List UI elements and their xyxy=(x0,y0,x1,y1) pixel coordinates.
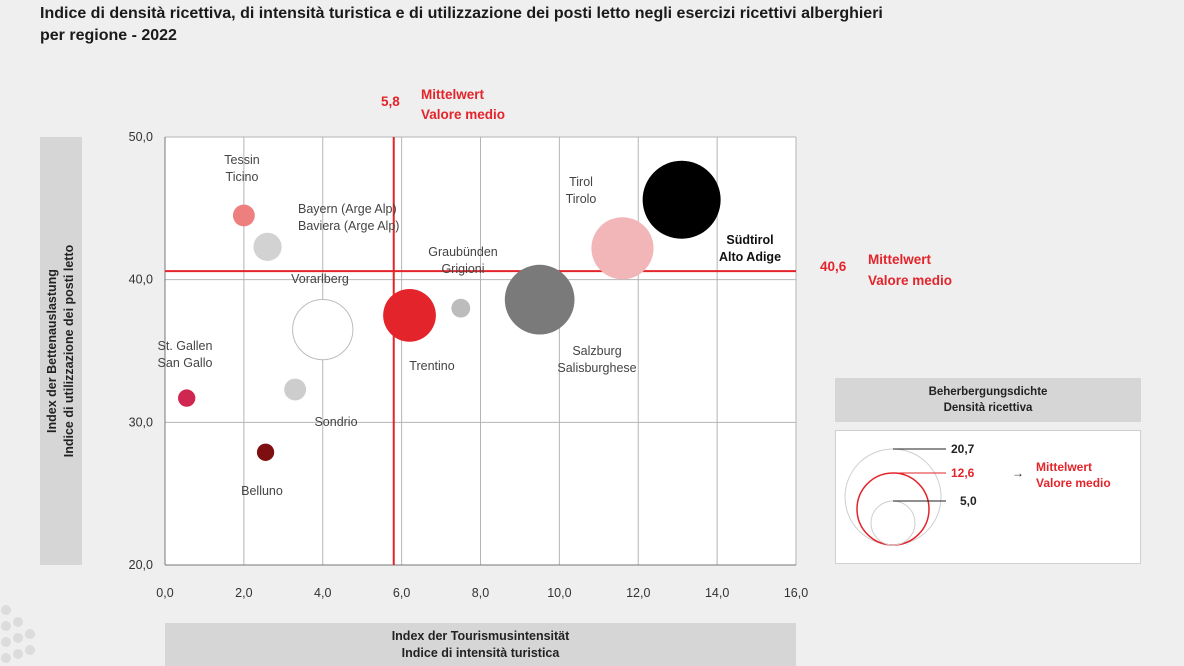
chart-title-line2: per regione - 2022 xyxy=(40,27,177,44)
y-tick-label: 30,0 xyxy=(129,415,153,429)
bubble-label-salzburg: Salisburghese xyxy=(557,361,636,375)
legend-circle-mean xyxy=(856,472,930,546)
bubble-label-bayern: Bayern (Arge Alp) xyxy=(298,202,397,216)
y-tick-label: 20,0 xyxy=(129,558,153,572)
bubble-suedtirol xyxy=(642,160,721,239)
bubble-label-sondrio: Sondrio xyxy=(314,415,357,429)
bubble-salzburg xyxy=(504,264,575,335)
x-axis-label-it: Indice di intensità turistica xyxy=(401,646,560,660)
x-tick-label: 0,0 xyxy=(156,586,173,600)
mean-y-text-de: Mittelwert xyxy=(868,252,932,267)
x-tick-label: 4,0 xyxy=(314,586,331,600)
legend-mean-text-it: Valore medio xyxy=(1036,476,1111,490)
bubble-label-suedtirol: Südtirol xyxy=(726,233,773,247)
bubble-label-stgallen: St. Gallen xyxy=(158,339,213,353)
x-axis-label: Index der Tourismusintensität Indice di … xyxy=(165,623,796,666)
legend-arrow: → xyxy=(1012,466,1024,480)
mean-x-value: 5,8 xyxy=(381,94,400,109)
y-tick-label: 40,0 xyxy=(129,273,153,287)
x-tick-label: 16,0 xyxy=(784,586,808,600)
x-tick-label: 14,0 xyxy=(705,586,729,600)
bubble-label-vorarlberg: Vorarlberg xyxy=(291,272,349,286)
bubble-label-tessin: Tessin xyxy=(224,153,259,167)
legend-title-de: Beherbergungsdichte xyxy=(928,386,1048,398)
legend-min-label: 5,0 xyxy=(960,494,977,508)
bubble-trentino xyxy=(383,288,436,342)
bubble-label-tirol: Tirol xyxy=(569,175,593,189)
legend-circle-min xyxy=(870,500,916,546)
mean-x-text-it: Valore medio xyxy=(421,107,505,122)
bubble-label-tirol: Tirolo xyxy=(566,192,597,206)
mean-y-value: 40,6 xyxy=(820,259,847,274)
bubble-bayern xyxy=(253,232,282,261)
bubble-tessin xyxy=(232,204,255,227)
legend-panel xyxy=(835,430,1141,564)
bubble-tirol xyxy=(591,217,654,280)
bubble-label-salzburg: Salzburg xyxy=(572,344,621,358)
legend-mean-text-de: Mittelwert xyxy=(1036,460,1092,474)
bubble-label-stgallen: San Gallo xyxy=(158,356,213,370)
chart-title: Indice di densità ricettiva, di intensit… xyxy=(40,3,1160,47)
x-axis-label-de: Index der Tourismusintensität xyxy=(391,629,570,643)
mean-y-text-it: Valore medio xyxy=(868,273,952,288)
chart-title-line1: Indice di densità ricettiva, di intensit… xyxy=(40,5,883,22)
legend-title: Beherbergungsdichte Densità ricettiva xyxy=(835,378,1141,422)
bubble-graubuenden xyxy=(451,298,471,318)
mean-x-text-de: Mittelwert xyxy=(421,87,485,102)
bubble-label-graubuenden: Grigioni xyxy=(441,262,484,276)
bubble-label-bayern: Baviera (Arge Alp) xyxy=(298,219,399,233)
bubble-label-belluno: Belluno xyxy=(241,484,283,498)
x-tick-label: 10,0 xyxy=(547,586,571,600)
y-tick-label: 50,0 xyxy=(129,130,153,144)
bubble-stgallen xyxy=(178,389,196,407)
x-tick-label: 2,0 xyxy=(235,586,252,600)
bubble-vorarlberg xyxy=(292,298,354,361)
bubble-label-suedtirol: Alto Adige xyxy=(719,250,781,264)
bubble-label-tessin: Ticino xyxy=(226,170,259,184)
x-tick-label: 6,0 xyxy=(393,586,410,600)
y-axis-label-panel xyxy=(40,137,82,565)
legend-mean-label: 12,6 xyxy=(951,466,975,480)
legend-max-label: 20,7 xyxy=(951,442,975,456)
bubble-label-trentino: Trentino xyxy=(409,359,454,373)
bubble-label-graubuenden: Graubünden xyxy=(428,245,498,259)
legend-title-it: Densità ricettiva xyxy=(943,402,1033,414)
x-tick-label: 8,0 xyxy=(472,586,489,600)
decorative-dots xyxy=(1,605,35,663)
bubble-belluno xyxy=(256,443,275,461)
x-tick-label: 12,0 xyxy=(626,586,650,600)
bubble-sondrio xyxy=(284,378,307,401)
